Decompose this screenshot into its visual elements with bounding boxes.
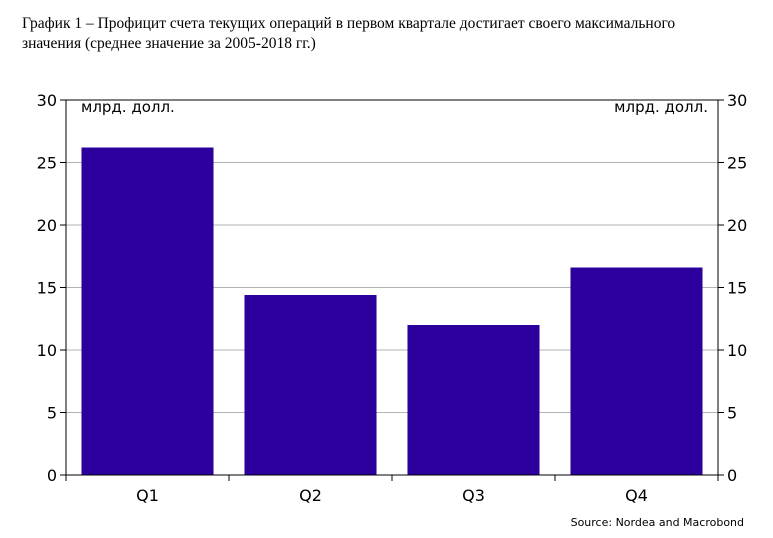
bars <box>81 147 703 475</box>
y-tick-label-left-15: 15 <box>37 279 57 298</box>
x-tick-label-q2: Q2 <box>299 486 322 505</box>
x-tick-label-q3: Q3 <box>462 486 485 505</box>
chart-title-line-1: График 1 – Профицит счета текущих операц… <box>22 15 676 32</box>
bar-q1 <box>81 147 214 475</box>
x-tick-label-q4: Q4 <box>625 486 648 505</box>
y-axis-unit-left: млрд. долл. <box>81 98 175 116</box>
y-tick-label-left-10: 10 <box>37 341 57 360</box>
y-tick-label-left-5: 5 <box>47 404 57 423</box>
y-tick-label-left-25: 25 <box>37 154 57 173</box>
source-note: Source: Nordea and Macrobond <box>571 516 744 529</box>
y-axis-unit-right: млрд. долл. <box>614 98 708 116</box>
bar-q2 <box>244 295 377 475</box>
y-tick-label-right-0: 0 <box>727 466 737 485</box>
axes <box>60 99 724 481</box>
x-tick-label-q1: Q1 <box>136 486 159 505</box>
chart-title: График 1 – Профицит счета текущих операц… <box>22 14 762 54</box>
y-tick-label-left-30: 30 <box>37 91 57 110</box>
y-tick-label-right-10: 10 <box>727 341 747 360</box>
y-tick-label-right-20: 20 <box>727 216 747 235</box>
tick-labels: 0 0 5 5 10 10 15 15 20 20 25 25 30 30 Q1 Q2 Q3 Q4 <box>37 91 748 505</box>
y-tick-label-left-0: 0 <box>47 466 57 485</box>
y-tick-label-left-20: 20 <box>37 216 57 235</box>
chart-title-line-2: значения (среднее значение за 2005-2018 … <box>22 35 316 52</box>
bar-q4 <box>570 267 703 475</box>
bar-q3 <box>407 325 540 475</box>
y-tick-label-right-5: 5 <box>727 404 737 423</box>
y-tick-label-right-25: 25 <box>727 154 747 173</box>
y-tick-label-right-15: 15 <box>727 279 747 298</box>
y-tick-label-right-30: 30 <box>727 91 747 110</box>
